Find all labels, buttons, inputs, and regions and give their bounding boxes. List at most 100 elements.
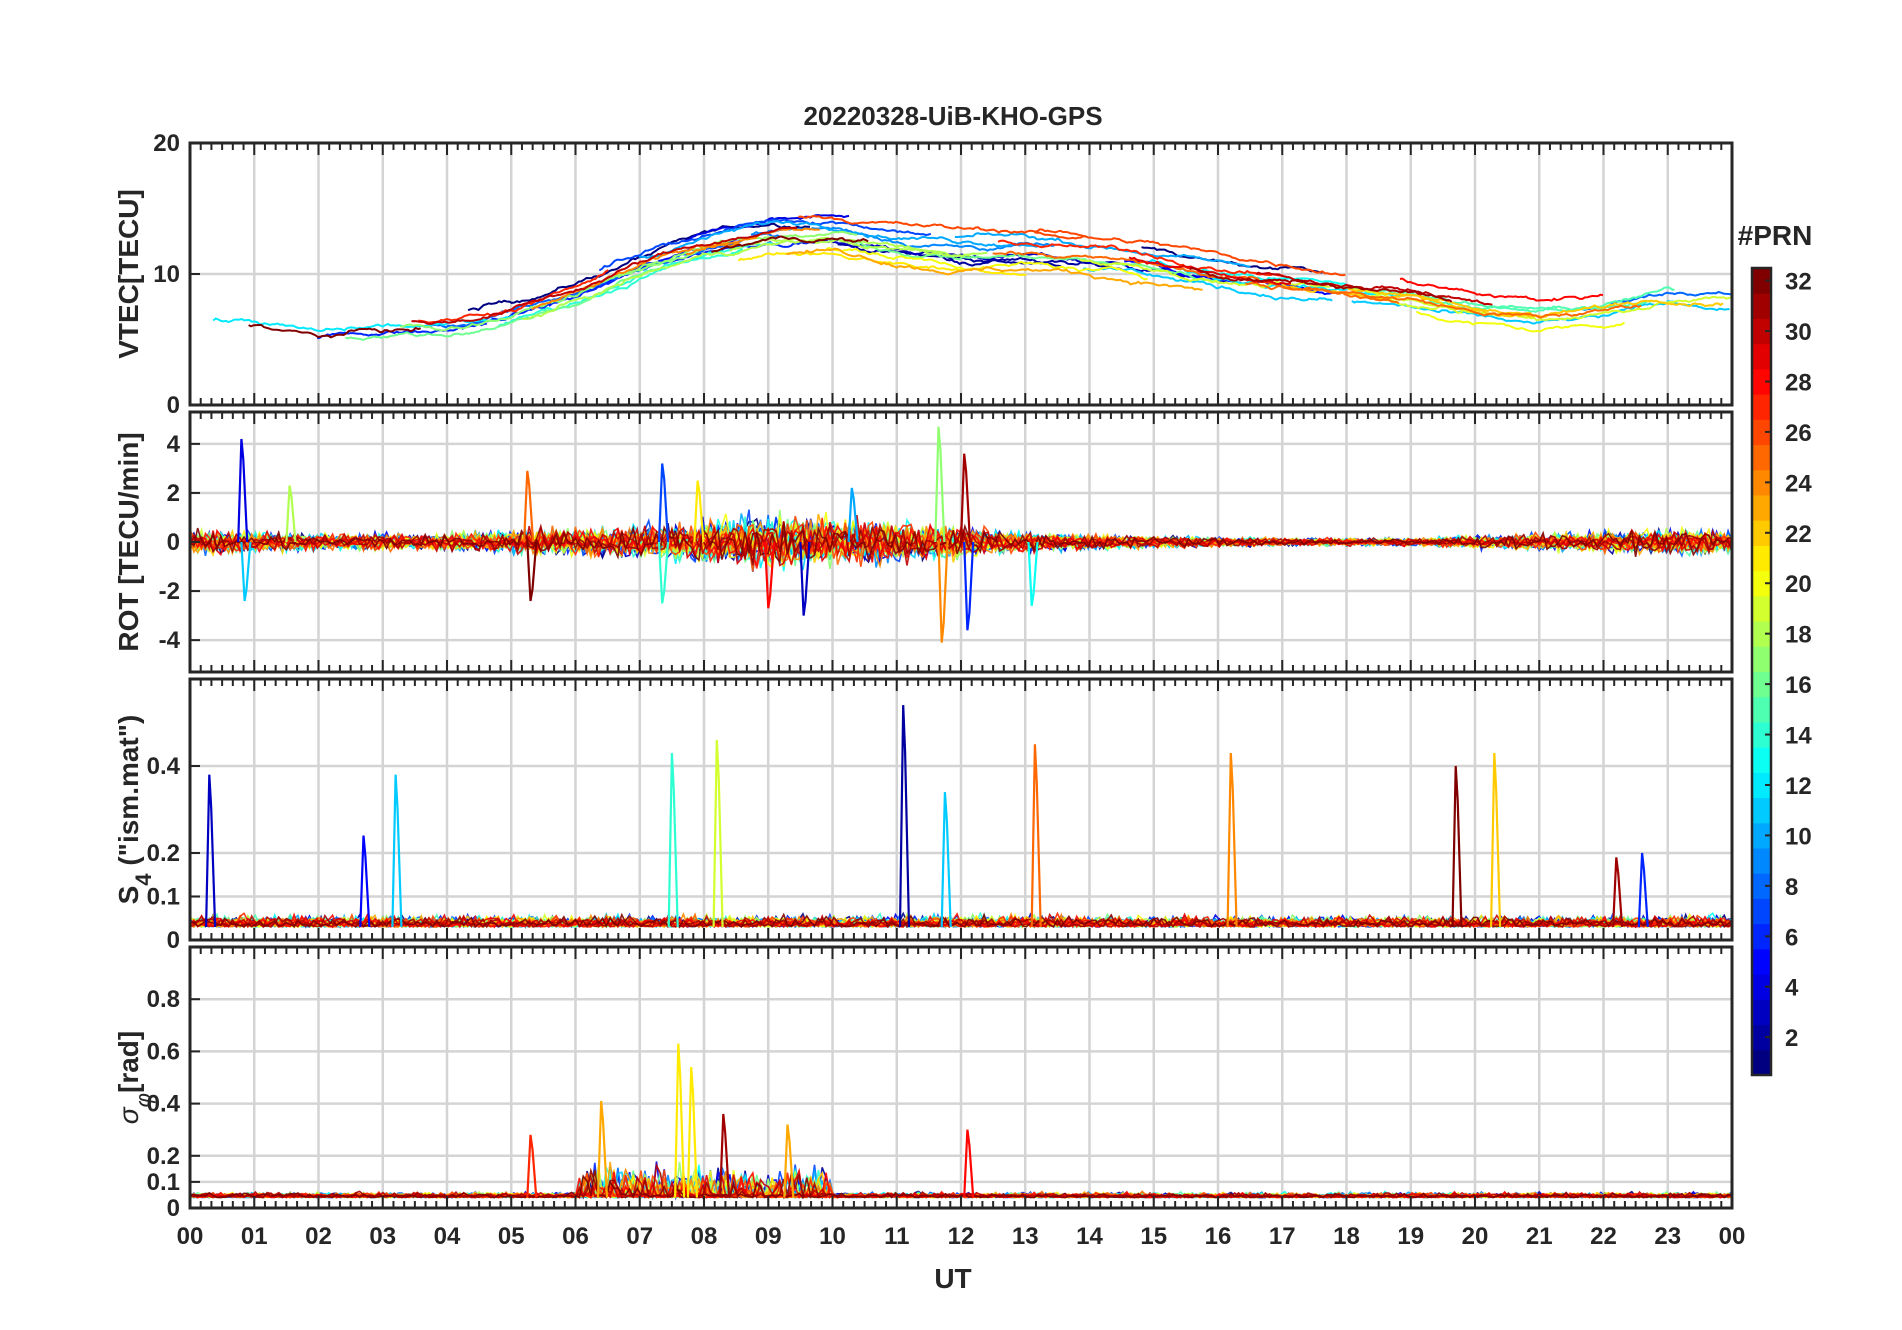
series-line-prn-2 xyxy=(837,243,1062,268)
spike-mark xyxy=(205,774,217,928)
series-line-prn-10 xyxy=(639,220,1038,259)
x-tick-label: 12 xyxy=(948,1223,975,1250)
spike-mark xyxy=(934,426,946,543)
x-axis-label: UT xyxy=(934,1263,971,1294)
spike-mark xyxy=(940,792,952,928)
spike-mark xyxy=(1451,765,1463,928)
panel-vtec-ticks xyxy=(189,142,1733,406)
colorbar-tick-label: 22 xyxy=(1785,521,1812,548)
colorbar-segment xyxy=(1752,923,1771,950)
colorbar-tick-label: 16 xyxy=(1785,672,1812,699)
series-line-prn-8 xyxy=(422,231,781,329)
colorbar-segment xyxy=(1752,948,1771,975)
x-tick-label: 21 xyxy=(1526,1223,1553,1250)
spike-mark xyxy=(719,1113,731,1198)
panel-rot: -4 -2 0 2 4 ROT [TECU/min] xyxy=(113,410,1734,674)
x-tick-label: 18 xyxy=(1333,1223,1360,1250)
x-tick-label: 11 xyxy=(884,1223,909,1250)
colorbar-segment xyxy=(1752,822,1771,849)
spike-mark xyxy=(847,487,859,543)
spike-mark xyxy=(391,774,403,928)
colorbar-segment xyxy=(1752,873,1771,899)
colorbar-tick-label: 10 xyxy=(1785,823,1812,850)
panel-s4-series xyxy=(190,705,1732,930)
spike-mark xyxy=(1027,541,1039,606)
spike-mark xyxy=(937,541,949,643)
y-tick-label: 0 xyxy=(167,1195,180,1222)
colorbar-segment xyxy=(1752,545,1771,572)
spike-mark xyxy=(359,835,371,928)
x-tick-label: 14 xyxy=(1076,1223,1103,1250)
x-tick-label: 05 xyxy=(498,1223,525,1250)
colorbar-tick-label: 14 xyxy=(1785,723,1812,750)
colorbar-segment xyxy=(1752,797,1771,824)
series-line-prn-18 xyxy=(522,238,971,321)
colorbar-segment xyxy=(1752,696,1771,723)
x-axis: 00 01 02 03 04 05 06 07 08 09 10 11 12 13 14 15 16 17 18 19… xyxy=(177,1223,1746,1250)
colorbar-tick-label: 12 xyxy=(1785,773,1812,800)
colorbar-tick-label: 20 xyxy=(1785,571,1812,598)
y-tick-label: 20 xyxy=(153,130,180,157)
spike-mark xyxy=(1637,852,1649,928)
y-tick-label: -4 xyxy=(159,627,181,654)
spike-mark xyxy=(763,541,776,609)
colorbar-segment xyxy=(1752,419,1771,446)
series-line-prn-23 xyxy=(786,247,1203,291)
spike-mark xyxy=(237,438,249,543)
x-tick-label: 13 xyxy=(1012,1223,1039,1250)
series-line-prn-32 xyxy=(711,235,869,254)
panel-vtec-ylabel: VTEC[TECU] xyxy=(113,189,144,359)
series-line-prn-20 xyxy=(1415,310,1626,333)
series-line-prn-25 xyxy=(1245,281,1642,319)
colorbar-segment xyxy=(1752,1049,1771,1076)
series-line-prn-31 xyxy=(1189,267,1453,303)
x-tick-label: 02 xyxy=(305,1223,332,1250)
y-tick-label: 0 xyxy=(167,529,180,556)
colorbar-segment xyxy=(1752,671,1771,698)
spike-mark xyxy=(1612,857,1624,928)
spike-mark xyxy=(596,1100,609,1198)
y-tick-label: 0.2 xyxy=(147,840,180,867)
x-tick-label: 03 xyxy=(369,1223,396,1250)
y-tick-label: 0.1 xyxy=(147,884,180,911)
spike-mark xyxy=(1030,744,1042,928)
y-tick-label: 0.6 xyxy=(147,1038,180,1065)
colorbar-tick-label: 2 xyxy=(1785,1025,1798,1052)
x-tick-label: 20 xyxy=(1462,1223,1489,1250)
colorbar-tick-label: 26 xyxy=(1785,420,1812,447)
colorbar-tick-label: 24 xyxy=(1785,470,1812,497)
colorbar-segment xyxy=(1752,444,1771,471)
x-tick-label: 09 xyxy=(755,1223,782,1250)
colorbar-segment xyxy=(1752,621,1771,647)
panel-vtec: 0 10 20 VTEC[TECU] xyxy=(113,130,1734,419)
series-line-prn-15 xyxy=(1334,284,1675,313)
y-tick-label: 0 xyxy=(167,392,180,419)
series-line-prn-19 xyxy=(1353,291,1732,322)
y-tick-label: 0.4 xyxy=(147,1091,181,1118)
spike-mark xyxy=(799,541,811,616)
x-tick-label: 06 xyxy=(562,1223,589,1250)
panel-s4: 0 0.1 0.2 0.4S4 ("ism.mat") xyxy=(113,677,1734,954)
colorbar-segment xyxy=(1752,721,1771,748)
spike-mark xyxy=(667,752,679,928)
colorbar-segment xyxy=(1752,469,1771,496)
y-tick-label: 2 xyxy=(167,480,180,507)
series-line-prn-18 xyxy=(729,236,988,258)
colorbar-frame xyxy=(1750,266,1773,1077)
series-line-prn-16 xyxy=(851,240,1222,285)
colorbar-segment xyxy=(1752,318,1771,345)
x-tick-label: 22 xyxy=(1590,1223,1617,1250)
series-line-prn-17 xyxy=(399,248,706,332)
series-line-prn-30 xyxy=(411,226,798,326)
colorbar-segment xyxy=(1752,646,1771,672)
colorbar-segment xyxy=(1752,595,1771,622)
series-line-prn-22 xyxy=(1348,288,1532,315)
panel-sigma_phi-ylabel: σφ[rad] xyxy=(113,1031,156,1124)
spike-mark xyxy=(1226,752,1238,928)
spike-mark xyxy=(898,705,911,928)
spike-mark xyxy=(526,1134,538,1198)
series-line-prn-27 xyxy=(417,269,609,324)
panel-rot-series xyxy=(190,426,1732,643)
